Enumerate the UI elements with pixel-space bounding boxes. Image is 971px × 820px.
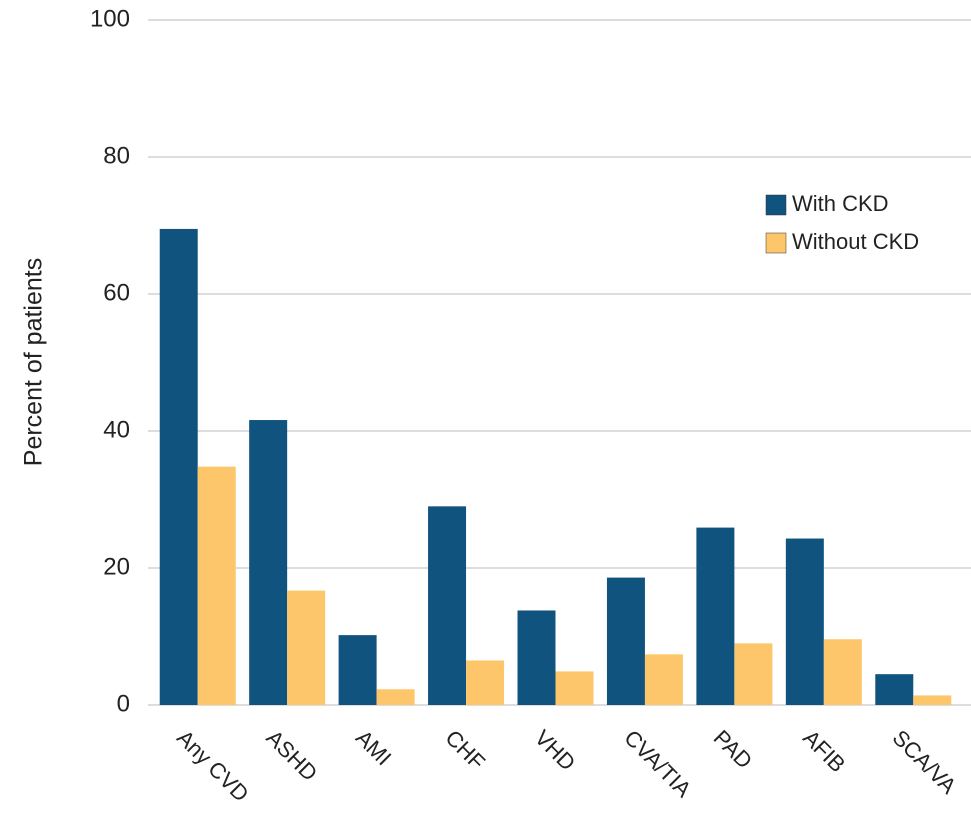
x-tick-label: VHD: [530, 725, 581, 776]
x-tick-label: CHF: [440, 725, 490, 775]
x-tick-label: SCA/VA: [888, 725, 962, 799]
y-tick-label: 20: [103, 553, 130, 580]
bar: [644, 654, 683, 705]
bar: [287, 590, 326, 705]
x-tick-label: Any CVD: [172, 725, 254, 807]
legend-swatch: [765, 232, 787, 254]
x-tick-label: PAD: [709, 725, 758, 774]
legend-swatch: [765, 194, 787, 216]
bar: [913, 695, 952, 705]
y-tick-label: 80: [103, 142, 130, 169]
x-tick-label: ASHD: [262, 725, 323, 786]
legend-label: With CKD: [792, 191, 889, 216]
x-tick-label: AFIB: [798, 725, 850, 777]
bar: [197, 466, 236, 705]
y-tick-label: 100: [90, 5, 130, 32]
y-axis-label: Percent of patients: [20, 258, 48, 466]
x-tick-label: CVA/TIA: [619, 725, 696, 802]
bar: [875, 674, 914, 705]
bar: [466, 660, 505, 705]
bar: [517, 610, 556, 705]
bar: [823, 639, 862, 705]
bar: [428, 506, 467, 705]
x-tick-label: AMI: [351, 725, 396, 770]
bar: [376, 689, 415, 705]
y-tick-label: 40: [103, 416, 130, 443]
bar: [785, 538, 824, 705]
bar: [555, 671, 594, 705]
legend-label: Without CKD: [792, 229, 919, 254]
bar: [249, 420, 288, 705]
y-tick-label: 0: [117, 690, 130, 717]
bar: [696, 527, 735, 705]
bar: [734, 643, 773, 705]
bar: [338, 635, 377, 705]
bar: [159, 228, 198, 706]
bar: [606, 577, 645, 705]
y-tick-label: 60: [103, 279, 130, 306]
